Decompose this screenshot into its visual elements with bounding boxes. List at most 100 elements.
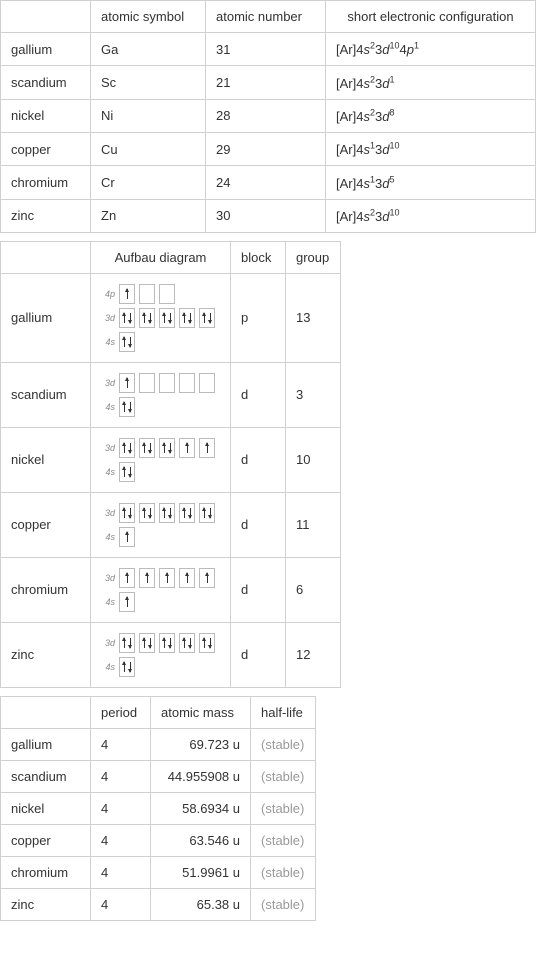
orbital-box (199, 373, 215, 393)
half-life: (stable) (251, 824, 316, 856)
group: 3 (286, 362, 341, 427)
electronic-config: [Ar]4s23d10 (326, 199, 536, 232)
group: 13 (286, 273, 341, 362)
orbital-box (139, 284, 155, 304)
atomic-symbol: Ni (91, 99, 206, 132)
atomic-number: 29 (206, 132, 326, 165)
half-life: (stable) (251, 760, 316, 792)
col-header-aufbau: Aufbau diagram (91, 241, 231, 273)
atomic-number: 31 (206, 33, 326, 66)
orbital-box (159, 373, 175, 393)
orbital-label: 3d (101, 573, 115, 583)
element-name: nickel (1, 792, 91, 824)
col-header-block: block (231, 241, 286, 273)
orbital-box (179, 308, 195, 328)
orbital-box (139, 503, 155, 523)
table-row: galliumGa31[Ar]4s23d104p1 (1, 33, 536, 66)
electronic-config: [Ar]4s23d104p1 (326, 33, 536, 66)
orbital-box (159, 284, 175, 304)
element-name: nickel (1, 427, 91, 492)
col-header-period: period (91, 696, 151, 728)
atomic-mass: 63.546 u (151, 824, 251, 856)
half-life: (stable) (251, 856, 316, 888)
element-name: scandium (1, 362, 91, 427)
empty-header (1, 241, 91, 273)
orbital-label: 4p (101, 289, 115, 299)
block: d (231, 427, 286, 492)
half-life: (stable) (251, 792, 316, 824)
element-name: chromium (1, 856, 91, 888)
orbital-box (179, 503, 195, 523)
group: 10 (286, 427, 341, 492)
table-row: zincZn30[Ar]4s23d10 (1, 199, 536, 232)
orbital-box (119, 438, 135, 458)
elements-properties-table-3: period atomic mass half-life gallium469.… (0, 696, 316, 921)
col-header-config: short electronic configuration (326, 1, 536, 33)
table-row: copper463.546 u(stable) (1, 824, 316, 856)
half-life: (stable) (251, 888, 316, 920)
element-name: gallium (1, 273, 91, 362)
orbital-box (119, 462, 135, 482)
period: 4 (91, 792, 151, 824)
element-name: copper (1, 132, 91, 165)
orbital-label: 4s (101, 337, 115, 347)
orbital-box (119, 592, 135, 612)
orbital-box (179, 438, 195, 458)
orbital-box (199, 503, 215, 523)
electronic-config: [Ar]4s13d5 (326, 166, 536, 199)
orbital-box (119, 657, 135, 677)
orbital-box (139, 633, 155, 653)
group: 12 (286, 622, 341, 687)
table-row: chromium451.9961 u(stable) (1, 856, 316, 888)
col-header-group: group (286, 241, 341, 273)
empty-header (1, 1, 91, 33)
group: 6 (286, 557, 341, 622)
orbital-box (199, 438, 215, 458)
atomic-number: 21 (206, 66, 326, 99)
orbital-box (119, 527, 135, 547)
element-name: scandium (1, 760, 91, 792)
orbital-box (159, 438, 175, 458)
atomic-symbol: Ga (91, 33, 206, 66)
block: p (231, 273, 286, 362)
orbital-box (119, 397, 135, 417)
table-row: nickelNi28[Ar]4s23d8 (1, 99, 536, 132)
orbital-box (159, 308, 175, 328)
orbital-box (159, 633, 175, 653)
table-row: scandium3d4sd3 (1, 362, 341, 427)
orbital-box (139, 568, 155, 588)
col-header-mass: atomic mass (151, 696, 251, 728)
orbital-label: 4s (101, 532, 115, 542)
table-row: copper3d4sd11 (1, 492, 341, 557)
atomic-mass: 58.6934 u (151, 792, 251, 824)
block: d (231, 622, 286, 687)
period: 4 (91, 888, 151, 920)
col-header-halflife: half-life (251, 696, 316, 728)
aufbau-diagram: 3d 4s (91, 557, 231, 622)
orbital-label: 3d (101, 638, 115, 648)
atomic-symbol: Sc (91, 66, 206, 99)
orbital-label: 4s (101, 662, 115, 672)
atomic-mass: 65.38 u (151, 888, 251, 920)
elements-properties-table-1: atomic symbol atomic number short electr… (0, 0, 536, 233)
orbital-box (119, 308, 135, 328)
orbital-box (119, 332, 135, 352)
orbital-label: 4s (101, 597, 115, 607)
orbital-box (199, 568, 215, 588)
atomic-mass: 51.9961 u (151, 856, 251, 888)
orbital-box (139, 308, 155, 328)
table-row: scandium444.955908 u(stable) (1, 760, 316, 792)
empty-header (1, 696, 91, 728)
orbital-box (159, 568, 175, 588)
electronic-config: [Ar]4s23d8 (326, 99, 536, 132)
element-name: copper (1, 824, 91, 856)
element-name: zinc (1, 888, 91, 920)
element-name: copper (1, 492, 91, 557)
atomic-mass: 44.955908 u (151, 760, 251, 792)
electronic-config: [Ar]4s13d10 (326, 132, 536, 165)
atomic-number: 30 (206, 199, 326, 232)
block: d (231, 492, 286, 557)
element-name: chromium (1, 557, 91, 622)
element-name: gallium (1, 33, 91, 66)
atomic-symbol: Zn (91, 199, 206, 232)
